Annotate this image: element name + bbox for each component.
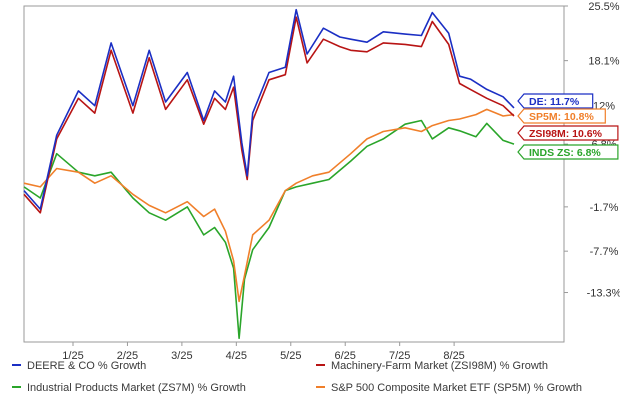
end-label-text: SP5M: 10.8% [529,111,594,123]
end-label-text: INDS ZS: 6.8% [529,147,601,159]
y-tick-label: 18.1% [588,56,619,68]
x-tick-label: 1/25 [62,350,83,362]
legend-label: S&P 500 Composite Market ETF (SP5M) % Gr… [331,382,583,394]
legend-item-industrial: Industrial Products Market (ZS7M) % Grow… [12,382,246,394]
x-tick-label: 4/25 [226,350,247,362]
legend-label: DEERE & CO % Growth [27,360,147,372]
end-label-text: ZSI98M: 10.6% [529,128,603,140]
y-tick-label: -7.7% [590,246,619,258]
y-tick-label: -13.3% [587,288,620,300]
end-label-2: ZSI98M: 10.6% [517,125,619,141]
series-line-1 [23,16,515,214]
legend: DEERE & CO % Growth Machinery-Farm Marke… [6,354,614,402]
y-tick-label: 25.5% [588,1,619,13]
x-tick-label: 7/25 [389,350,410,362]
legend-item-machinery: Machinery-Farm Market (ZSI98M) % Growth [316,360,548,372]
legend-swatch [12,386,21,389]
x-tick-label: 8/25 [443,350,464,362]
end-label-text: DE: 11.7% [529,96,580,108]
plot-frame [23,5,565,343]
legend-swatch [316,364,325,367]
legend-item-sp500: S&P 500 Composite Market ETF (SP5M) % Gr… [316,382,582,394]
y-tick-label: -1.7% [590,202,619,214]
legend-label: Industrial Products Market (ZS7M) % Grow… [27,382,246,394]
legend-swatch [12,364,21,367]
series-line-0 [23,8,515,210]
x-tick-label: 5/25 [280,350,301,362]
end-label-1: SP5M: 10.8% [517,108,606,124]
end-label-0: DE: 11.7% [517,93,594,109]
x-tick-label: 2/25 [117,350,138,362]
legend-item-deere: DEERE & CO % Growth [12,360,146,372]
series-line-2 [23,119,515,340]
x-tick-label: 6/25 [335,350,356,362]
legend-label: Machinery-Farm Market (ZSI98M) % Growth [331,360,548,372]
legend-swatch [316,386,325,389]
series-line-3 [23,108,515,303]
x-tick-label: 3/25 [171,350,192,362]
end-label-3: INDS ZS: 6.8% [517,144,619,160]
